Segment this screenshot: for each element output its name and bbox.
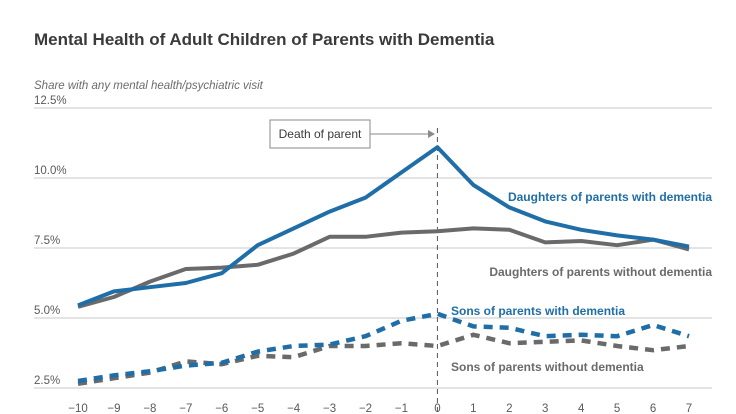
y-tick-label: 5.0%: [34, 305, 60, 317]
y-tick-label: 10.0%: [34, 165, 67, 177]
y-tick-label: 7.5%: [34, 235, 60, 247]
x-tick-label: 1: [470, 403, 476, 414]
x-tick-label: 7: [686, 403, 692, 414]
series-line: [77, 226, 690, 309]
y-axis-ticks: 2.5% 5.0% 7.5% 10.0% 12.5%: [34, 95, 67, 387]
x-tick-label: −2: [359, 403, 372, 414]
x-tick-label: −6: [215, 403, 228, 414]
chart-subtitle: Share with any mental health/psychiatric…: [34, 80, 264, 92]
x-tick-label: −3: [323, 403, 336, 414]
chart-title: Mental Health of Adult Children of Paren…: [34, 30, 495, 49]
label-daughters-with: Daughters of parents with dementia: [508, 190, 712, 204]
y-tick-label: 12.5%: [34, 95, 67, 107]
x-tick-label: 4: [578, 403, 585, 414]
x-tick-label: −7: [179, 403, 192, 414]
gridlines: [34, 107, 712, 389]
series-line: [77, 332, 690, 387]
x-tick-label: 2: [506, 403, 512, 414]
annotation-arrow-head: [428, 130, 435, 138]
x-tick-label: 6: [650, 403, 656, 414]
y-tick-label: 2.5%: [34, 375, 60, 387]
x-tick-label: −10: [68, 403, 88, 414]
x-axis-ticks: −10−9−8−7−6−5−4−3−2−101234567: [68, 403, 692, 414]
x-tick-label: −5: [251, 403, 264, 414]
series-lines: [77, 145, 690, 387]
x-tick-label: 3: [542, 403, 548, 414]
label-sons-with: Sons of parents with dementia: [451, 304, 625, 318]
annotation-label: Death of parent: [279, 127, 362, 141]
x-tick-label: −8: [143, 403, 156, 414]
death-annotation: Death of parent: [269, 119, 435, 149]
label-daughters-without: Daughters of parents without dementia: [489, 265, 712, 279]
series-line: [77, 145, 690, 308]
x-tick-label: −9: [107, 403, 120, 414]
x-tick-label: −4: [287, 403, 301, 414]
x-tick-label: 5: [614, 403, 620, 414]
annotation-box: [269, 119, 371, 149]
series-labels: Daughters of parents with dementia Daugh…: [451, 190, 712, 374]
label-sons-without: Sons of parents without dementia: [451, 360, 644, 374]
x-tick-label: −1: [395, 403, 408, 414]
series-line: [77, 311, 690, 384]
